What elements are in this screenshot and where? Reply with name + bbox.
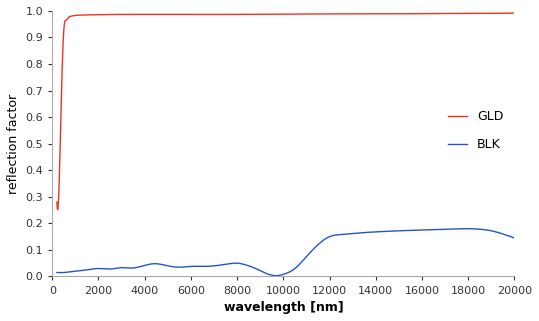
GLD: [512, 11, 518, 15]
BLK: [462, 227, 468, 230]
GLD: [453, 12, 460, 15]
Y-axis label: reflection factor: reflection factor: [7, 94, 20, 194]
BLK: [453, 227, 460, 231]
BLK: [54, 271, 60, 274]
GLD: [133, 13, 140, 16]
BLK: [133, 265, 140, 269]
BLK: [273, 274, 280, 278]
BLK: [512, 236, 518, 240]
GLD: [502, 11, 509, 15]
GLD: [229, 13, 236, 16]
GLD: [54, 208, 61, 212]
BLK: [502, 233, 509, 237]
X-axis label: wavelength [nm]: wavelength [nm]: [224, 301, 343, 314]
Line: GLD: GLD: [57, 13, 515, 210]
BLK: [106, 267, 112, 271]
GLD: [106, 13, 113, 16]
BLK: [229, 261, 236, 265]
GLD: [249, 13, 255, 16]
BLK: [249, 265, 255, 269]
Legend: GLD, BLK: GLD, BLK: [443, 105, 508, 156]
GLD: [54, 200, 60, 204]
Line: BLK: BLK: [57, 229, 515, 276]
